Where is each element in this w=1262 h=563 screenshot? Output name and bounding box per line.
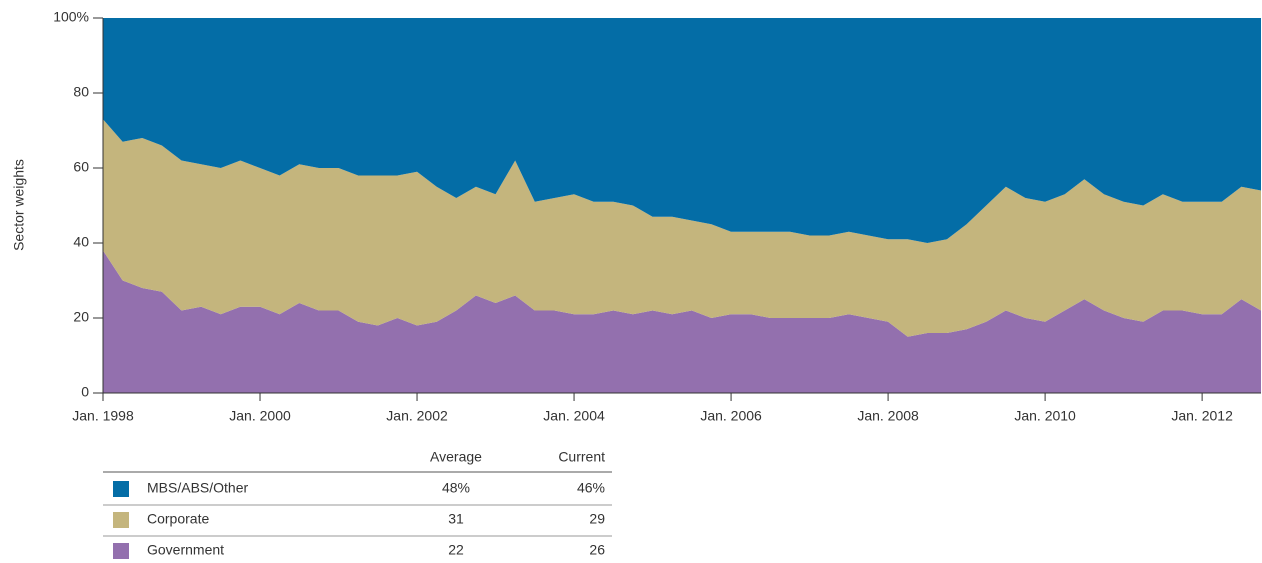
table-cell: 46% (577, 480, 605, 496)
x-tick-label: Jan. 2000 (229, 408, 291, 424)
legend-swatch (113, 512, 129, 528)
y-tick-label: 0 (81, 384, 89, 400)
y-axis-label: Sector weights (11, 159, 27, 251)
table-header: Current (558, 449, 605, 465)
table-cell: 31 (448, 511, 464, 527)
area (103, 119, 1261, 337)
y-tick-label: 100% (53, 9, 89, 25)
y-tick-label: 40 (73, 234, 89, 250)
table-header: Average (430, 449, 482, 465)
x-tick-label: Jan. 2010 (1014, 408, 1076, 424)
x-tick-label: Jan. 2006 (700, 408, 762, 424)
x-tick-label: Jan. 2004 (543, 408, 605, 424)
y-tick-label: 20 (73, 309, 89, 325)
area (103, 250, 1261, 393)
legend-swatch (113, 543, 129, 559)
legend-label: Government (147, 542, 224, 558)
table-cell: 48% (442, 480, 470, 496)
y-tick-label: 80 (73, 84, 89, 100)
y-tick-label: 60 (73, 159, 89, 175)
x-tick-label: Jan. 2002 (386, 408, 448, 424)
legend-label: MBS/ABS/Other (147, 480, 248, 496)
legend-label: Corporate (147, 511, 209, 527)
x-tick-label: Jan. 1998 (72, 408, 134, 424)
table-cell: 26 (589, 542, 605, 558)
table-cell: 29 (589, 511, 605, 527)
legend-swatch (113, 481, 129, 497)
x-tick-label: Jan. 2008 (857, 408, 919, 424)
x-tick-label: Jan. 2012 (1171, 408, 1233, 424)
table-cell: 22 (448, 542, 464, 558)
area (103, 18, 1261, 243)
